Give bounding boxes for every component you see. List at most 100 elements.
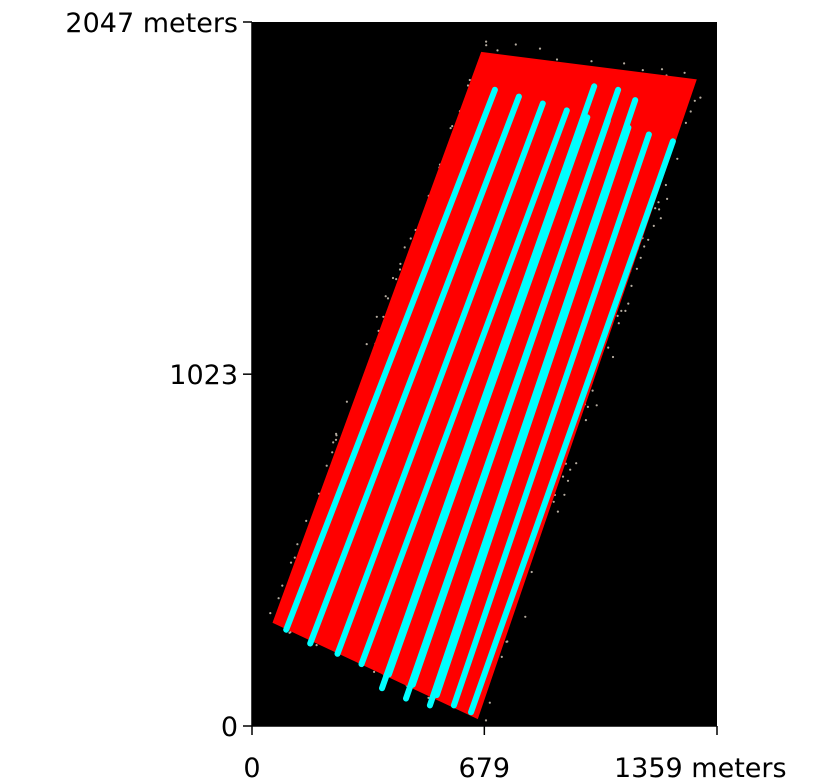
scatter-point <box>635 267 639 270</box>
scatter-point <box>552 500 555 503</box>
scatter-point <box>325 464 328 467</box>
scatter-point <box>365 343 368 346</box>
scatter-point <box>620 309 623 312</box>
scatter-point <box>281 584 284 587</box>
scatter-point <box>317 492 320 495</box>
scatter-point <box>296 543 299 546</box>
scatter-point <box>591 389 594 392</box>
scatter-point <box>538 47 542 50</box>
y-tick-label: 1023 <box>169 360 238 391</box>
scatter-point <box>386 297 390 300</box>
track-line <box>334 100 546 657</box>
scatter-point <box>468 78 471 82</box>
scatter-point <box>611 355 615 359</box>
scatter-point <box>384 295 387 298</box>
scatter-point <box>595 404 598 407</box>
scatter-point <box>561 475 565 478</box>
scatter-point <box>586 405 590 408</box>
scatter-point <box>466 84 470 87</box>
scatter-point <box>391 276 395 280</box>
scatter-point <box>566 479 570 482</box>
scatter-point <box>643 245 646 248</box>
scatter-point <box>590 60 593 63</box>
scatter-point <box>514 43 517 46</box>
scatter-point <box>555 58 559 61</box>
scatter-point <box>683 71 686 74</box>
scatter-point <box>657 201 660 204</box>
scatter-point <box>666 197 669 200</box>
scatter-point <box>375 315 378 318</box>
scatter-point <box>616 314 619 317</box>
scatter-point <box>556 510 560 513</box>
x-tick-label: 1359 meters <box>614 753 787 784</box>
track-line <box>283 86 498 633</box>
scatter-point <box>488 701 491 704</box>
scatter-point <box>623 62 626 65</box>
scatter-point <box>409 237 412 240</box>
scatter-point <box>496 49 499 52</box>
scatter-point <box>289 561 293 564</box>
track-line <box>358 107 570 668</box>
track-line <box>379 83 598 692</box>
scatter-point <box>689 110 692 113</box>
scatter-point <box>451 125 454 128</box>
scatter-point <box>575 462 578 465</box>
scatter-point <box>345 400 348 403</box>
scatter-point <box>530 570 533 574</box>
coverage-area <box>272 51 697 720</box>
track-line <box>468 138 676 716</box>
track-line <box>450 131 652 709</box>
scatter-point <box>373 670 376 674</box>
scatter-point <box>500 655 503 659</box>
scatter-point <box>305 519 308 523</box>
scatter-point <box>335 434 338 437</box>
scatter-point <box>403 246 406 249</box>
x-tick-label: 679 <box>459 753 511 784</box>
scatter-point <box>315 644 318 647</box>
scatter-point <box>293 556 296 559</box>
scatter-point <box>630 284 633 287</box>
scatter-point <box>288 631 291 634</box>
track-line <box>426 97 639 709</box>
scatter-point <box>334 438 338 441</box>
track-line <box>403 86 622 702</box>
scatter-point <box>332 441 335 444</box>
scatter-point <box>584 419 588 422</box>
scatter-point <box>624 309 627 312</box>
scatter-point <box>398 268 402 271</box>
scatter-point <box>524 615 527 618</box>
scatter-point <box>639 256 642 259</box>
scatter-point <box>382 315 385 318</box>
scatter-point <box>485 44 488 47</box>
scatter-point <box>693 99 696 102</box>
scatter-point <box>331 451 334 454</box>
plot-layer <box>269 40 702 722</box>
scatter-point <box>563 493 566 496</box>
scatter-point <box>427 696 430 700</box>
scatter-point <box>484 719 488 722</box>
scatter-point <box>647 238 650 241</box>
scatter-point <box>607 346 610 349</box>
scatter-point <box>485 40 488 43</box>
scatter-point <box>684 121 688 124</box>
scatter-point <box>449 127 452 130</box>
x-tick-label: 0 <box>243 753 260 784</box>
scatter-point <box>654 207 657 210</box>
scatter-point <box>269 612 272 615</box>
scatter-point <box>505 640 508 643</box>
scatter-point <box>699 96 702 99</box>
scatter-point <box>676 157 679 160</box>
y-tick-label: 0 <box>221 712 238 743</box>
y-tick-label: 2047 meters <box>65 8 238 39</box>
axis-layer: 0 679 1359 meters 0 1023 2047 meters <box>65 8 786 784</box>
track-line <box>307 93 522 647</box>
scatter-point <box>395 278 398 281</box>
scatter-point <box>659 217 662 220</box>
scatter-point <box>617 322 620 325</box>
scatter-point <box>627 302 630 305</box>
scatter-point <box>641 69 644 72</box>
scatter-point <box>660 68 664 71</box>
scatter-point <box>277 597 280 600</box>
scatter-point <box>569 468 572 471</box>
